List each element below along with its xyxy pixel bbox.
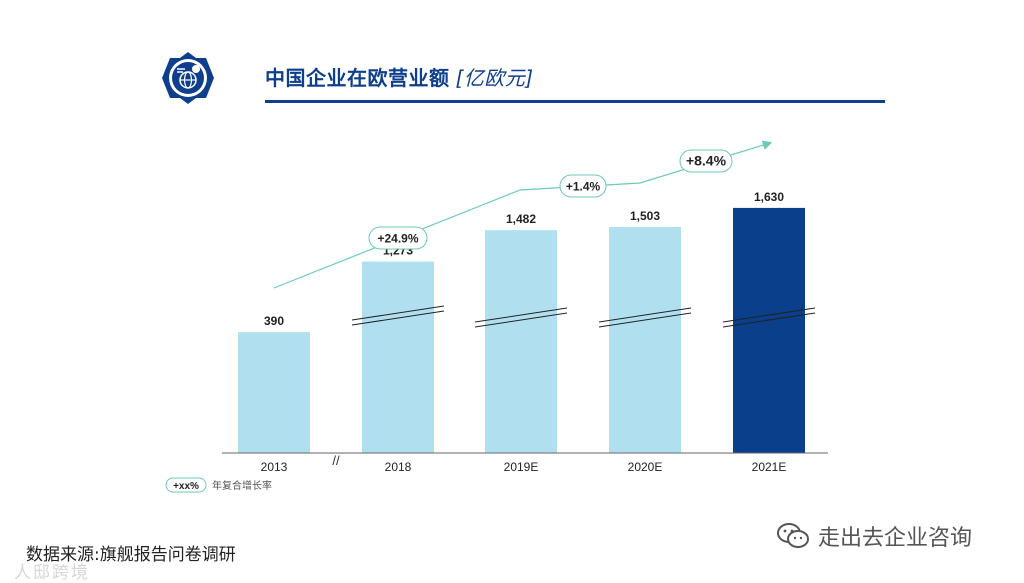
wechat-account-name: 走出去企业咨询 [818, 520, 972, 552]
value-label-2020E: 1,503 [630, 209, 660, 223]
value-label-2013: 390 [264, 314, 284, 328]
wechat-icon [776, 522, 810, 550]
bar-2013 [238, 332, 310, 453]
legend-sample: +xx% [173, 481, 199, 492]
legend-label: 年复合增长率 [212, 479, 272, 492]
value-label-2021E: 1,630 [754, 190, 784, 204]
value-label-2019E: 1,482 [506, 212, 536, 226]
bar-2018 [362, 262, 434, 453]
growth-label-1: +1.4% [566, 180, 601, 194]
watermark-text: 人邸跨境 [14, 558, 90, 583]
x-tick-2018: 2018 [385, 460, 412, 474]
growth-label-0: +24.9% [377, 232, 418, 246]
axis-break-symbol: // [332, 453, 340, 468]
x-tick-2019E: 2019E [504, 460, 539, 474]
x-tick-2021E: 2021E [752, 460, 787, 474]
growth-label-2: +8.4% [686, 153, 727, 169]
x-tick-2013: 2013 [261, 460, 288, 474]
wechat-account: 走出去企业咨询 [776, 520, 972, 552]
bar-2019E [485, 230, 557, 453]
bar-2020E [609, 227, 681, 453]
x-tick-2020E: 2020E [628, 460, 663, 474]
bar-2021E [733, 208, 805, 453]
